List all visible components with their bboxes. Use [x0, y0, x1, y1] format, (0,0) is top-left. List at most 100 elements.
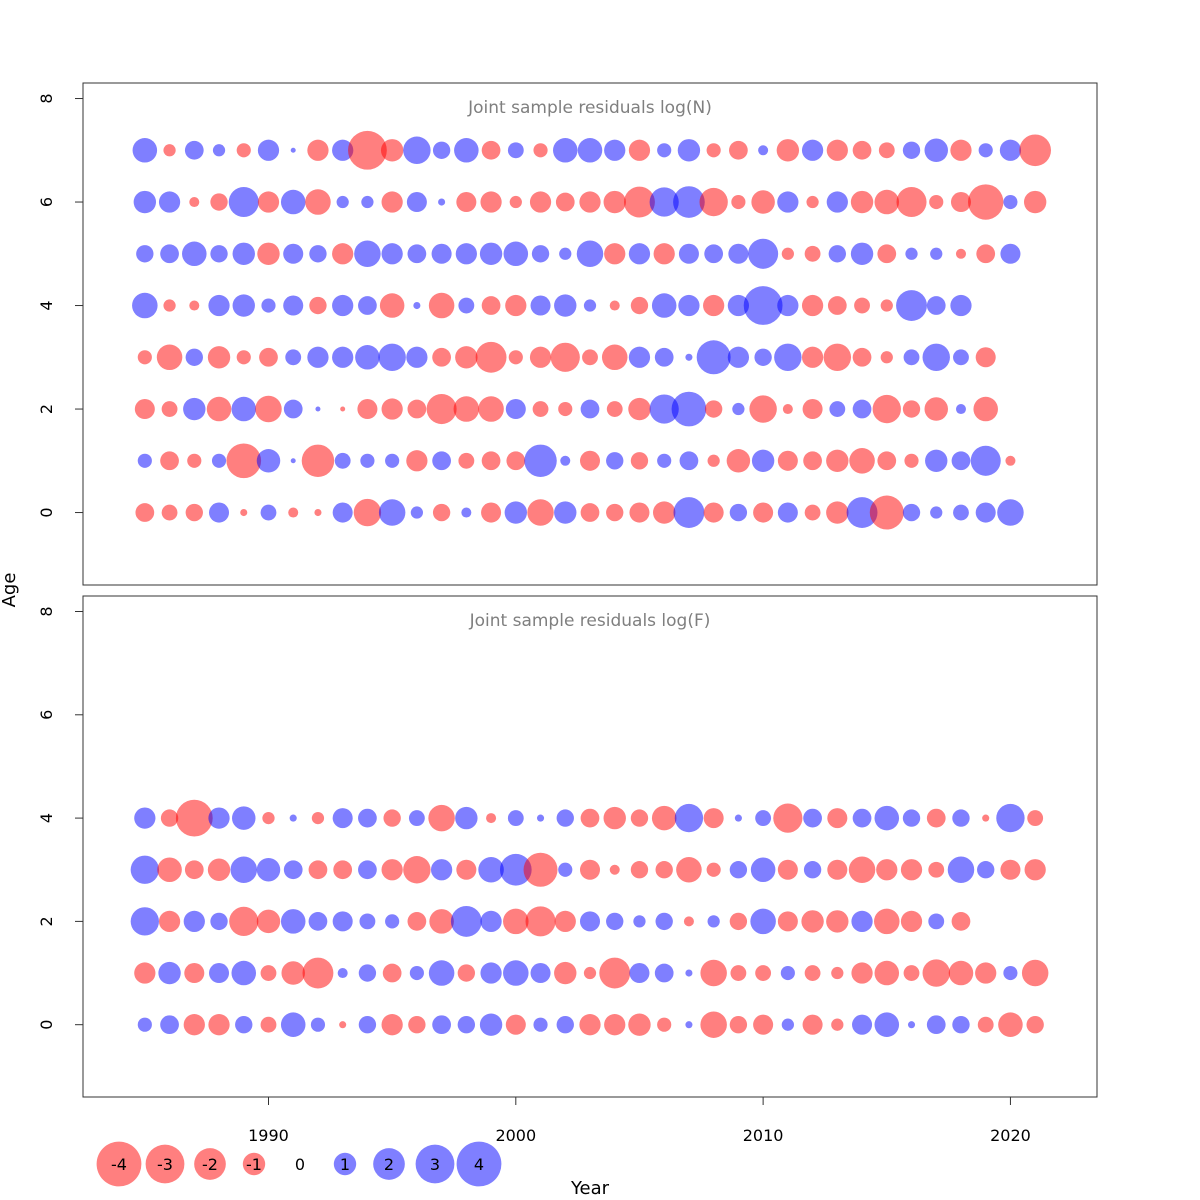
residual-bubble [624, 186, 655, 218]
residual-bubble [536, 814, 545, 822]
residual-bubble [358, 808, 377, 828]
residual-bubble [555, 192, 575, 212]
residual-bubble [524, 444, 557, 478]
residual-bubble [651, 805, 677, 831]
residual-bubble [182, 241, 207, 267]
residual-bubble [579, 911, 601, 932]
residual-bubble [527, 499, 554, 526]
panel-log-f: Joint sample residuals log(F) 0 2 4 6 8 [37, 595, 1098, 1098]
residual-bubble [922, 343, 950, 372]
residual-bubble [556, 809, 574, 827]
residual-bubble [900, 910, 923, 933]
residual-bubble [211, 453, 227, 468]
residual-bubble [609, 864, 620, 875]
residual-bubble [407, 912, 427, 931]
residual-bubble [229, 906, 259, 936]
residual-bubble [456, 859, 477, 880]
residual-bubble [977, 861, 995, 879]
residual-bubble [1003, 965, 1018, 981]
residual-bubble [728, 243, 749, 264]
residual-bubble [749, 395, 777, 423]
residual-bubble [281, 961, 305, 985]
residual-bubble [432, 141, 451, 159]
residual-bubble [408, 810, 425, 827]
residual-bubble [314, 509, 322, 517]
residual-bubble [453, 396, 480, 422]
residual-bubble [831, 1018, 844, 1031]
residual-bubble [307, 346, 329, 368]
residual-bubble [975, 962, 997, 984]
residual-bubble [207, 346, 231, 369]
residual-bubble [852, 808, 872, 828]
residual-bubble [685, 353, 693, 361]
residual-bubble [628, 243, 651, 265]
panel-frame [82, 82, 1098, 586]
residual-bubble [361, 195, 374, 209]
residual-bubble [507, 142, 524, 159]
residual-bubble [874, 960, 900, 986]
residual-bubble [777, 294, 799, 317]
residual-bubble [132, 138, 158, 163]
residual-bubble [283, 399, 303, 419]
residual-bubble [673, 186, 705, 218]
residual-bubble [410, 506, 424, 519]
residual-bubble [583, 966, 597, 980]
residual-bubble [826, 191, 848, 213]
residual-bubble [902, 503, 921, 522]
residual-bubble [184, 860, 204, 880]
residual-bubble [479, 1013, 503, 1036]
residual-bubble [801, 139, 824, 161]
residual-bubble [163, 144, 176, 157]
residual-bubble [478, 396, 504, 422]
residual-bubble [802, 1014, 823, 1035]
residual-bubble [554, 910, 576, 933]
legend-label: -3 [157, 1155, 173, 1174]
y-tick-label: 4 [37, 300, 56, 310]
residual-bubble [407, 399, 427, 419]
legend-label: 4 [474, 1155, 484, 1174]
residual-bubble [922, 959, 950, 987]
residual-bubble [183, 910, 205, 933]
residual-bubble [731, 194, 746, 210]
residual-bubble [826, 139, 848, 161]
residual-bubble [285, 349, 302, 366]
residual-bubble [580, 503, 600, 522]
residual-bubble [657, 453, 672, 468]
residual-bubble [850, 190, 874, 214]
residual-bubble [880, 299, 893, 312]
residual-bubble [576, 240, 604, 268]
residual-bubble [673, 497, 705, 528]
residual-bubble [699, 187, 728, 217]
residual-bubble [996, 803, 1025, 833]
residual-bubble [630, 452, 649, 470]
residual-bubble [651, 293, 677, 318]
residual-bubble [1005, 455, 1016, 466]
y-tick-label: 8 [37, 93, 56, 103]
residual-bubble [208, 807, 230, 829]
residual-bubble [307, 139, 329, 161]
residual-bubble [902, 141, 921, 159]
residual-bubble [846, 497, 878, 528]
residual-bubble [973, 396, 998, 422]
residual-bubble [896, 187, 927, 218]
residual-bubble [1027, 810, 1044, 827]
residual-bubble [360, 453, 375, 468]
residual-bubble [628, 139, 651, 161]
y-tick-label: 2 [37, 916, 56, 926]
residual-bubble [161, 401, 178, 417]
residual-bubble [530, 295, 551, 316]
residual-bubble [336, 195, 349, 209]
residual-bubble [928, 861, 945, 878]
residual-bubble [431, 243, 452, 264]
legend-label: 1 [340, 1155, 350, 1174]
residual-bubble [777, 859, 798, 880]
residual-bubble [348, 130, 387, 170]
y-tick-label: 6 [37, 197, 56, 207]
residual-bubble [826, 910, 849, 933]
residual-bubble [133, 190, 157, 214]
residual-bubble [609, 300, 620, 311]
residual-bubble [236, 350, 251, 365]
residual-bubble [777, 191, 799, 213]
residual-bubble [902, 400, 921, 418]
residual-bubble [403, 856, 431, 884]
